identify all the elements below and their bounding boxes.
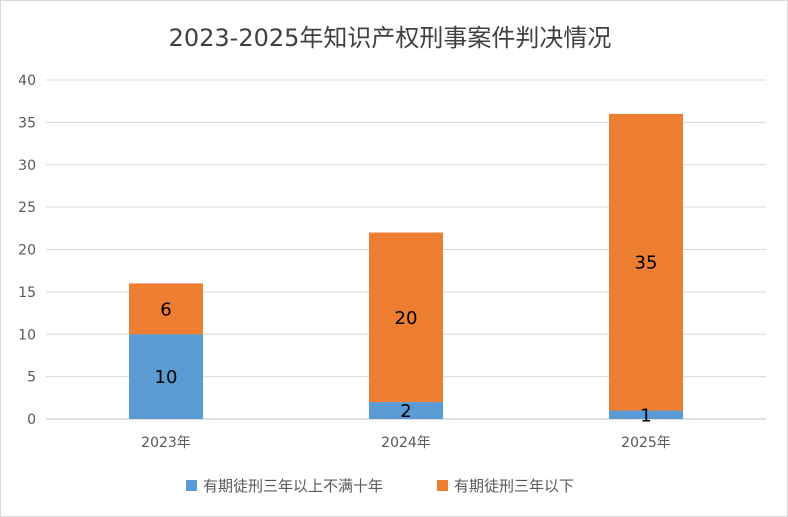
legend-swatch-1 (186, 480, 197, 491)
data-label: 35 (635, 253, 658, 274)
y-tick-label: 20 (18, 243, 36, 259)
legend-label-2: 有期徒刑三年以下 (454, 477, 574, 495)
legend: 有期徒刑三年以上不满十年 有期徒刑三年以下 (186, 477, 574, 495)
y-tick-label: 35 (18, 115, 36, 131)
data-label: 2 (400, 401, 411, 422)
data-label: 10 (155, 367, 178, 388)
x-tick-label: 2025年 (621, 435, 671, 451)
bar-series2-2 (609, 113, 683, 411)
chart-title: 2023-2025年知识产权刑事案件判决情况 (169, 24, 612, 52)
data-label: 20 (395, 308, 418, 329)
y-tick-label: 10 (18, 327, 36, 343)
bar-series1-0 (129, 334, 203, 419)
y-tick-label: 15 (18, 285, 36, 301)
data-label: 1 (640, 405, 651, 426)
x-tick-label: 2024年 (381, 435, 431, 451)
x-axis-ticks: 2023年 2024年 2025年 (141, 435, 671, 451)
y-tick-label: 0 (27, 412, 36, 428)
y-tick-label: 40 (18, 73, 36, 89)
bar-series2-0 (129, 283, 203, 335)
y-axis-ticks: 0 5 10 15 20 25 30 35 40 (18, 73, 36, 428)
bar-series1-1 (369, 402, 443, 419)
bar-series1-2 (609, 410, 683, 419)
x-tick-label: 2023年 (141, 435, 191, 451)
legend-label-1: 有期徒刑三年以上不满十年 (203, 477, 383, 495)
data-label: 6 (160, 299, 171, 320)
y-tick-label: 5 (27, 370, 36, 386)
data-labels: 10 6 2 20 1 35 (155, 253, 658, 427)
legend-swatch-2 (437, 480, 448, 491)
bars (129, 113, 683, 419)
bar-series2-1 (369, 232, 443, 403)
y-tick-label: 30 (18, 158, 36, 174)
y-tick-label: 25 (18, 200, 36, 216)
